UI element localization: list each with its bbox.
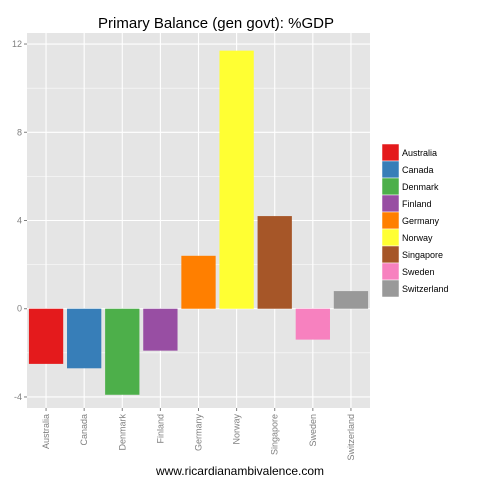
x-tick-label: Germany	[194, 414, 204, 452]
x-tick-label: Norway	[232, 414, 242, 445]
bars	[28, 50, 369, 395]
legend-key	[381, 194, 400, 213]
legend-key	[381, 177, 400, 196]
legend-label: Germany	[402, 216, 440, 226]
legend-label: Norway	[402, 233, 433, 243]
x-tick-label: Australia	[41, 414, 51, 449]
legend-key	[381, 245, 400, 264]
bar-singapore	[257, 216, 292, 309]
legend-key	[381, 143, 400, 162]
legend-label: Canada	[402, 165, 434, 175]
x-tick-label: Canada	[79, 414, 89, 446]
legend-label: Sweden	[402, 267, 435, 277]
x-axis: Australia Canada Denmark Finland Germany Norw…	[41, 408, 356, 461]
chart-title: Primary Balance (gen govt): %GDP	[98, 15, 334, 32]
legend-key	[381, 262, 400, 281]
x-tick-label: Switzerland	[346, 414, 356, 461]
legend-label: Finland	[402, 199, 432, 209]
x-tick-label: Singapore	[270, 414, 280, 455]
x-tick-label: Denmark	[117, 414, 127, 451]
legend-label: Singapore	[402, 250, 443, 260]
y-axis: -4 0 4 8 12	[12, 39, 27, 402]
bar-denmark	[105, 308, 140, 395]
y-tick-label: 0	[17, 304, 22, 314]
legend-label: Denmark	[402, 182, 439, 192]
bar-australia	[28, 308, 64, 364]
y-tick-label: 12	[12, 39, 22, 49]
legend: Australia Canada Denmark Finland Germany Norw…	[381, 143, 449, 298]
y-tick-label: 8	[17, 127, 22, 137]
bar-sweden	[295, 308, 330, 340]
legend-key	[381, 228, 400, 247]
legend-key	[381, 211, 400, 230]
legend-label: Switzerland	[402, 284, 449, 294]
legend-key	[381, 160, 400, 179]
legend-key	[381, 279, 400, 298]
bar-finland	[143, 308, 178, 351]
credit-text: www.ricardianambivalence.com	[155, 464, 324, 478]
x-tick-label: Finland	[155, 414, 165, 444]
bar-norway	[219, 50, 254, 309]
bar-canada	[67, 308, 102, 369]
legend-label: Australia	[402, 148, 437, 158]
y-tick-label: 4	[17, 216, 22, 226]
bar-germany	[181, 255, 216, 309]
y-tick-label: -4	[14, 392, 22, 402]
x-tick-label: Sweden	[308, 414, 318, 447]
bar-switzerland	[333, 291, 369, 309]
